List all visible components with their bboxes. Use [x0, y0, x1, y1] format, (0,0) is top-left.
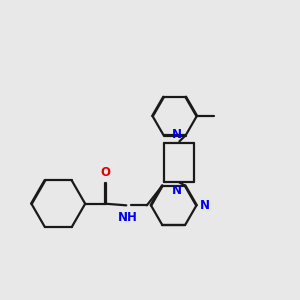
Text: O: O	[101, 167, 111, 179]
Text: N: N	[172, 128, 182, 141]
Text: N: N	[172, 184, 182, 197]
Text: N: N	[200, 199, 210, 212]
Text: NH: NH	[118, 211, 138, 224]
